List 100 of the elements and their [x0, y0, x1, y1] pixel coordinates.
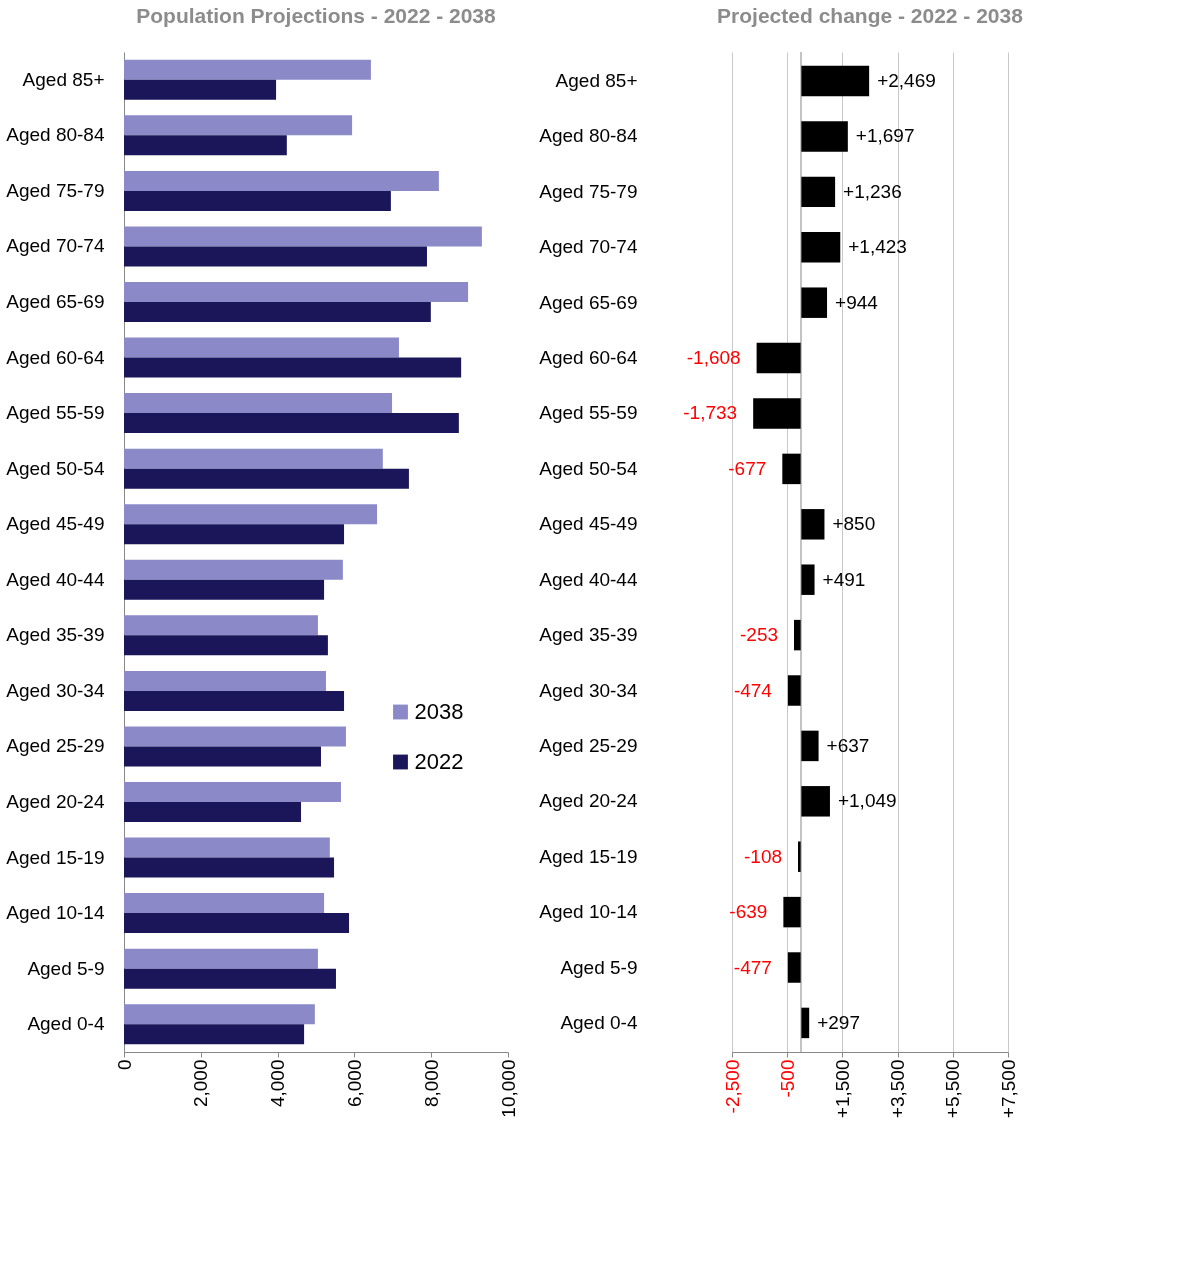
bar	[787, 675, 801, 706]
y-tick-label: Aged 80-84	[6, 124, 105, 146]
bar	[124, 1024, 305, 1045]
data-label: +637	[826, 734, 870, 756]
bar	[124, 357, 462, 378]
y-tick-label: Aged 10-14	[6, 902, 105, 924]
data-label: +491	[822, 568, 866, 590]
x-tick-label: +1,500	[831, 1059, 853, 1119]
chart-title: Projected change - 2022 - 2038	[717, 3, 1024, 27]
data-label: -108	[743, 845, 783, 867]
y-tick-label: Aged 5-9	[560, 956, 638, 978]
bar	[801, 509, 825, 540]
bar	[124, 837, 330, 858]
x-tick-label: 10,000	[497, 1059, 519, 1118]
bar	[124, 337, 399, 358]
bar	[124, 190, 391, 211]
bar	[124, 670, 326, 691]
y-tick-label: Aged 60-64	[539, 347, 638, 369]
bar	[124, 690, 345, 711]
data-label: +1,049	[837, 790, 897, 812]
x-tick-label: 6,000	[343, 1059, 365, 1108]
data-label: -677	[728, 457, 767, 479]
bar	[787, 952, 801, 983]
bar	[124, 59, 371, 80]
bar	[124, 782, 341, 802]
bar	[124, 79, 277, 100]
y-tick-label: Aged 45-49	[6, 513, 105, 535]
bar	[124, 802, 302, 822]
x-tick-label: -500	[776, 1059, 798, 1098]
bar	[124, 635, 328, 656]
bar	[124, 282, 469, 302]
y-tick-label: Aged 25-29	[6, 735, 105, 757]
data-label: +1,423	[848, 236, 907, 258]
y-tick-label: Aged 10-14	[539, 901, 638, 923]
y-tick-label: Aged 25-29	[539, 734, 638, 756]
bar	[801, 176, 836, 208]
y-tick-label: Aged 0-4	[27, 1013, 105, 1035]
legend-label: 2038	[414, 699, 464, 724]
y-tick-label: Aged 15-19	[6, 846, 105, 868]
y-tick-label: Aged 15-19	[539, 845, 638, 867]
data-label: +1,236	[843, 180, 902, 202]
y-tick-label: Aged 40-44	[539, 568, 638, 590]
data-label: +1,697	[855, 125, 915, 147]
x-tick-label: 2,000	[190, 1059, 212, 1108]
x-tick-label: +7,500	[997, 1059, 1019, 1119]
bar	[124, 913, 350, 934]
x-tick-label: 4,000	[267, 1059, 289, 1108]
y-tick-label: Aged 20-24	[539, 790, 638, 812]
chart-title: Population Projections - 2022 - 2038	[136, 4, 497, 27]
bar	[124, 615, 318, 636]
data-label: -1,733	[683, 402, 738, 424]
y-tick-label: Aged 85+	[555, 70, 638, 92]
data-label: +2,469	[877, 70, 936, 92]
y-tick-label: Aged 65-69	[6, 291, 105, 312]
bar	[124, 302, 431, 322]
bar	[124, 468, 409, 489]
data-label: -1,608	[686, 347, 741, 369]
bar	[753, 398, 801, 429]
bar	[124, 448, 383, 469]
bar	[124, 170, 439, 191]
bar	[801, 65, 870, 97]
bar	[124, 559, 343, 580]
y-tick-label: Aged 75-79	[539, 180, 638, 202]
data-label: -477	[733, 956, 772, 978]
bar	[124, 968, 336, 989]
x-tick-label: 8,000	[420, 1059, 442, 1108]
bar	[124, 524, 345, 545]
bar	[124, 413, 459, 434]
y-tick-label: Aged 30-34	[6, 679, 105, 701]
data-label: +297	[817, 1011, 860, 1033]
y-tick-label: Aged 40-44	[6, 568, 105, 590]
y-tick-label: Aged 0-4	[560, 1011, 638, 1033]
y-tick-label: Aged 60-64	[6, 346, 105, 368]
bar	[124, 579, 325, 600]
bar	[124, 1004, 315, 1025]
bar	[782, 453, 801, 485]
data-label: -253	[739, 624, 779, 646]
y-tick-label: Aged 35-39	[539, 624, 638, 646]
y-tick-label: Aged 70-74	[6, 235, 105, 257]
bar	[801, 786, 830, 817]
y-tick-label: Aged 35-39	[6, 624, 105, 646]
bar	[801, 287, 828, 318]
y-tick-label: Aged 80-84	[539, 125, 638, 147]
y-tick-label: Aged 55-59	[539, 402, 638, 424]
bar	[124, 948, 318, 969]
bar	[124, 393, 393, 414]
bar	[124, 226, 482, 247]
bar	[124, 746, 321, 767]
bar	[124, 504, 378, 525]
x-tick-label: -2,500	[721, 1059, 743, 1114]
bar	[756, 342, 801, 374]
y-tick-label: Aged 45-49	[539, 513, 638, 535]
y-tick-label: Aged 65-69	[539, 291, 638, 313]
bar	[124, 246, 427, 267]
y-tick-label: Aged 50-54	[539, 457, 638, 479]
y-tick-label: Aged 5-9	[27, 957, 105, 979]
data-label: -639	[729, 901, 768, 923]
y-tick-label: Aged 20-24	[6, 791, 105, 812]
y-tick-label: Aged 55-59	[6, 402, 105, 424]
x-tick-label: +3,500	[887, 1059, 909, 1119]
